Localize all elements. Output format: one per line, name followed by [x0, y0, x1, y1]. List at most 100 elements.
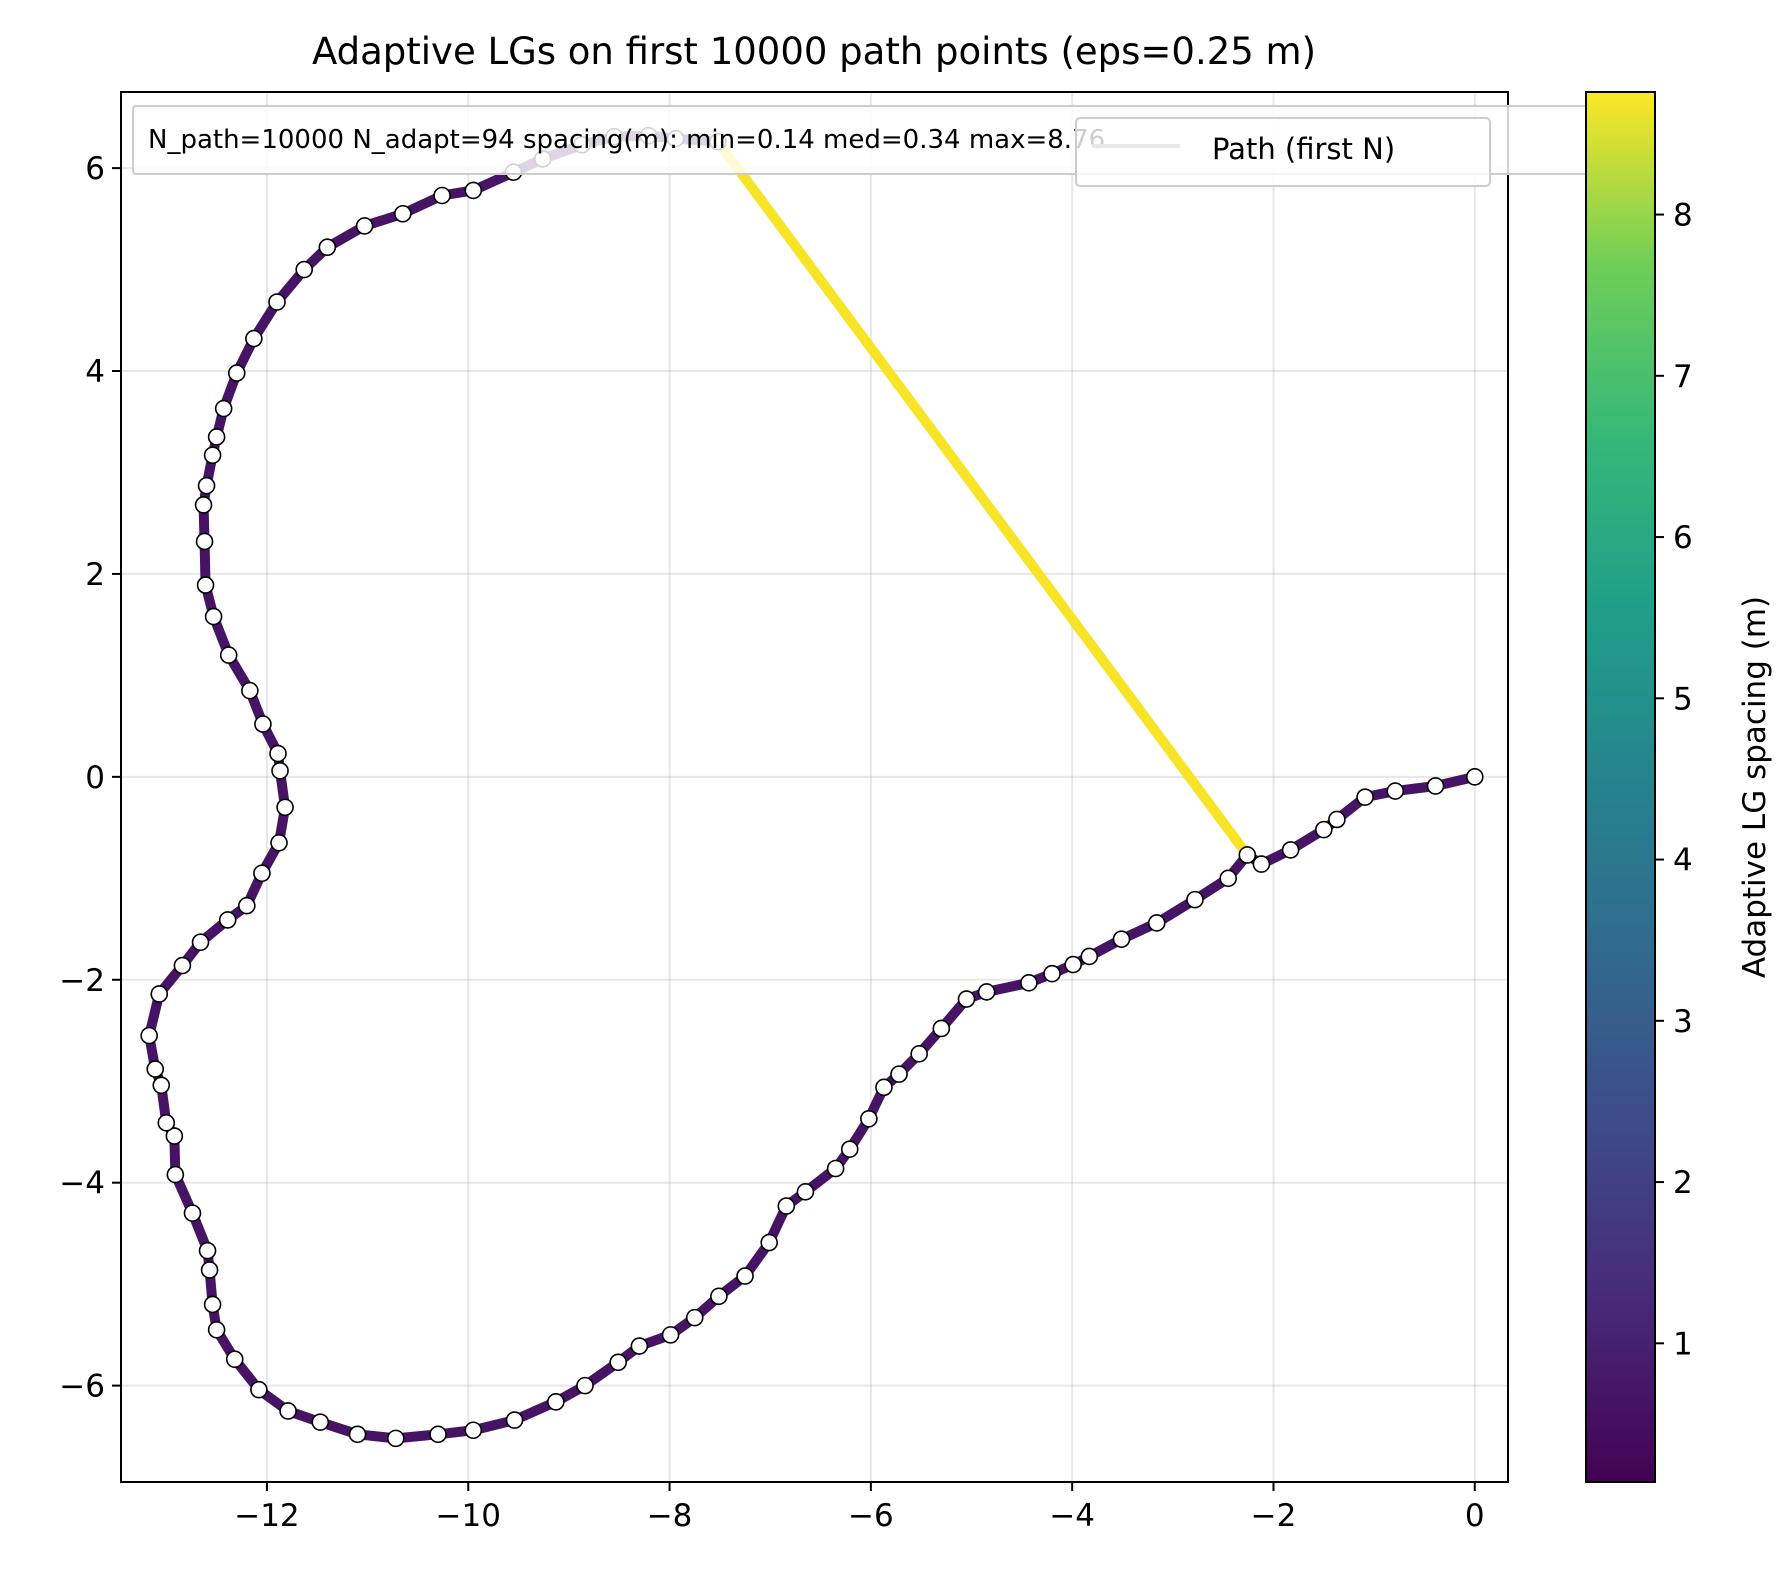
- y-tick-label: −4: [59, 1166, 105, 1202]
- lg-point: [1356, 788, 1374, 806]
- lg-point: [225, 1350, 244, 1369]
- lg-point: [194, 496, 213, 514]
- lg-point: [157, 1114, 176, 1132]
- y-tick-label: 6: [85, 151, 105, 187]
- x-tick-label: −6: [848, 1498, 894, 1534]
- lg-point: [355, 217, 374, 235]
- lg-point: [203, 1295, 222, 1314]
- lg-point: [227, 364, 246, 382]
- x-tick-label: −10: [436, 1498, 501, 1534]
- lg-point: [932, 1019, 951, 1038]
- legend: Path (first N): [1075, 117, 1491, 187]
- plot-frame: [120, 91, 1509, 1483]
- x-tick-label: −2: [1251, 1498, 1297, 1534]
- lg-point: [250, 1380, 268, 1399]
- legend-label: Path (first N): [1212, 132, 1395, 166]
- lg-point: [269, 744, 287, 763]
- y-tick-label: 0: [85, 760, 105, 796]
- lg-point: [1386, 782, 1405, 800]
- lg-point: [1147, 914, 1166, 932]
- lg-point: [840, 1140, 859, 1159]
- lg-point: [268, 293, 286, 311]
- lg-point: [140, 1026, 158, 1045]
- lg-point: [609, 1353, 628, 1372]
- colorbar-tick-label: 6: [1673, 520, 1693, 556]
- lg-point: [630, 1337, 649, 1355]
- lg-point: [295, 260, 313, 279]
- lg-point: [203, 446, 222, 465]
- x-tick-label: −8: [647, 1498, 693, 1534]
- colorbar-tick-label: 5: [1673, 681, 1693, 717]
- lg-point: [270, 834, 288, 852]
- colorbar-tick-label: 4: [1673, 843, 1693, 879]
- lg-point: [464, 1421, 483, 1440]
- colorbar-ticks: 1 2 3 4 5 6 7 8: [1655, 198, 1693, 1362]
- lg-segment: [712, 136, 1253, 860]
- x-axis: −12 −10 −8 −6 −4 −2 0: [234, 1482, 1485, 1534]
- colorbar-label: Adaptive LG spacing (m): [1737, 596, 1773, 978]
- lg-point: [219, 646, 238, 664]
- y-axis: −6 −4 −2 0 2 4 6: [59, 151, 121, 1405]
- lg-point: [1281, 841, 1300, 859]
- lg-point: [1315, 820, 1333, 839]
- lg-point: [166, 1165, 185, 1184]
- lg-point: [1112, 930, 1131, 948]
- lg-point: [311, 1413, 330, 1431]
- lg-point: [736, 1267, 754, 1285]
- y-tick-label: 4: [85, 354, 105, 390]
- x-gridlines: [265, 92, 1476, 1482]
- stats-annotation-text: N_path=10000 N_adapt=94 spacing(m): min=…: [148, 125, 1105, 155]
- lg-point: [279, 1402, 297, 1420]
- lg-point: [200, 1261, 219, 1279]
- lg-point: [505, 1411, 524, 1429]
- lg-point: [204, 607, 223, 626]
- lg-point: [173, 956, 192, 975]
- y-tick-label: 2: [85, 557, 105, 593]
- lg-point: [576, 1376, 594, 1395]
- lg-point: [777, 1197, 796, 1215]
- lg-point: [1020, 974, 1038, 992]
- lg-point: [826, 1159, 845, 1178]
- lg-point: [875, 1078, 893, 1097]
- lg-point: [253, 864, 271, 883]
- lg-point: [429, 1425, 447, 1444]
- lg-point: [1219, 869, 1237, 888]
- lg-point: [271, 761, 289, 780]
- lg-point: [207, 1321, 226, 1339]
- plot-area: [140, 126, 1484, 1448]
- lg-point: [394, 204, 412, 223]
- lg-point: [254, 715, 272, 733]
- lg-point: [152, 1076, 171, 1095]
- colorbar-tick-label: 1: [1673, 1326, 1693, 1362]
- lg-point: [1238, 846, 1257, 864]
- legend-box: [1075, 117, 1491, 187]
- lg-point: [195, 532, 214, 551]
- lg-point: [860, 1109, 878, 1128]
- colorbar: 1 2 3 4 5 6 7 8 Adaptive LG spacing (m): [1585, 91, 1773, 1483]
- colorbar-gradient: [1585, 91, 1656, 1483]
- lg-point: [760, 1233, 779, 1252]
- colorbar-tick-label: 8: [1673, 198, 1693, 234]
- lg-point: [150, 985, 169, 1003]
- lg-point: [547, 1393, 565, 1411]
- lg-point: [661, 1326, 680, 1344]
- chart-title: Adaptive LGs on first 10000 path points …: [312, 30, 1316, 73]
- lg-point: [685, 1308, 704, 1327]
- lg-point: [1252, 855, 1271, 873]
- lg-point: [977, 983, 996, 1001]
- lg-point: [198, 1241, 217, 1260]
- lg-point: [218, 911, 237, 929]
- lg-point: [276, 798, 294, 817]
- lg-point: [238, 896, 256, 915]
- lg-point: [710, 1287, 728, 1306]
- lg-point: [1426, 777, 1445, 795]
- lg-point: [196, 576, 215, 594]
- lg-point: [1186, 890, 1204, 909]
- lg-point: [1465, 768, 1484, 786]
- lg-point: [910, 1045, 928, 1063]
- lg-point: [464, 181, 483, 200]
- x-tick-label: 0: [1465, 1498, 1485, 1534]
- lg-point: [386, 1429, 405, 1448]
- lg-point: [191, 933, 210, 952]
